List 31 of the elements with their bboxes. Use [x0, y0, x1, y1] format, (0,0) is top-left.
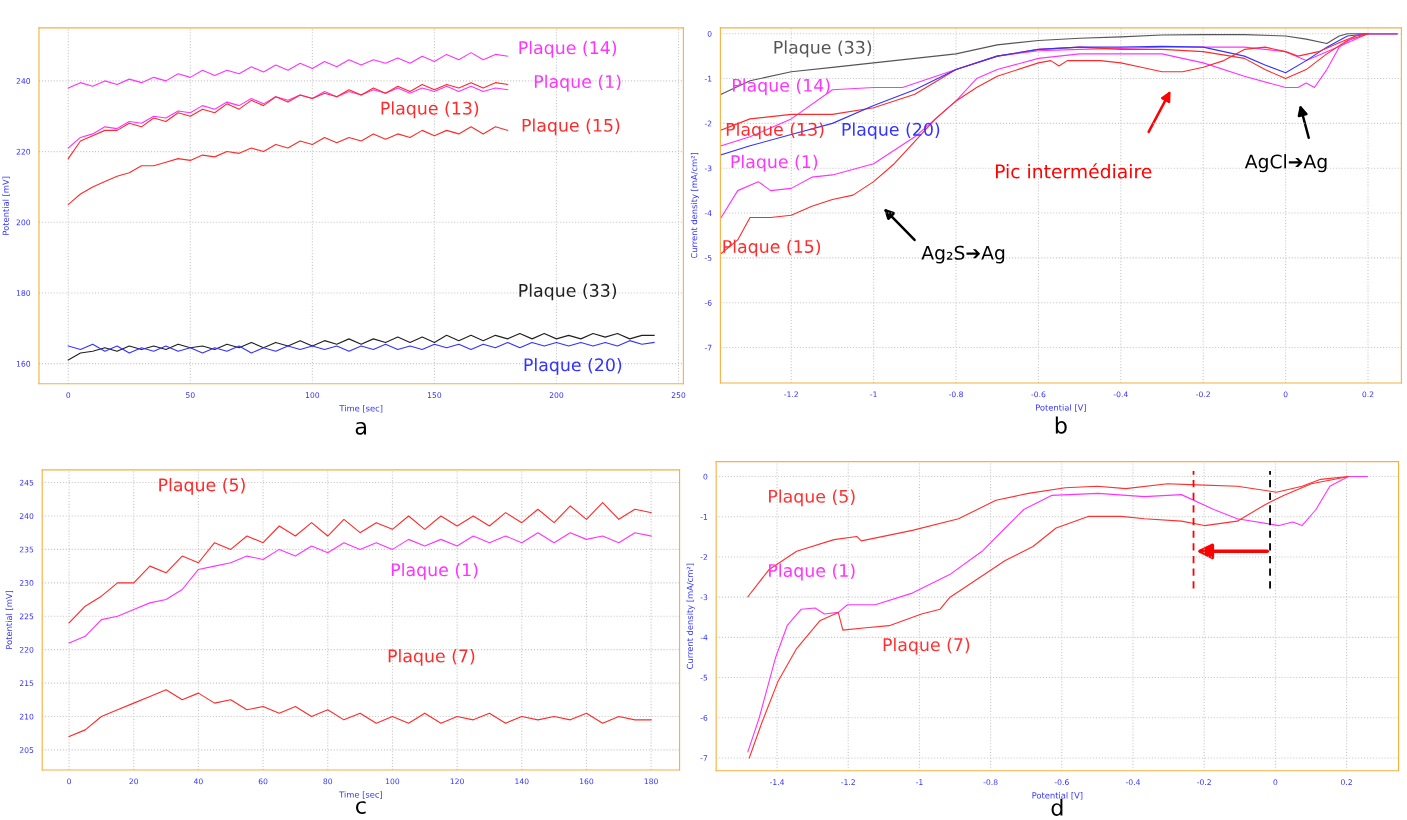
series-label: Plaque (14)	[519, 40, 617, 58]
series-label: Plaque (1)	[391, 562, 478, 580]
text: b	[1055, 416, 1067, 434]
series-label: Plaque (7)	[883, 637, 970, 655]
series-label: Plaque (13)	[381, 101, 479, 119]
series-label: Plaque (33)	[519, 283, 617, 301]
x-axis-title: Potential [V]	[1032, 792, 1083, 800]
annotation: AgCl➔Ag	[1244, 154, 1327, 173]
x-axis-title: Time [sec]	[339, 791, 382, 799]
y-axis-title: Current density [mA/cm²]	[686, 563, 695, 669]
annotation: Pic intermédiaire	[995, 163, 1152, 179]
series-label: Plaque (20)	[524, 357, 622, 375]
text: c	[356, 801, 366, 814]
series-label: Plaque (33)	[774, 40, 872, 58]
series-label: Plaque (5)	[769, 489, 855, 507]
text: a	[355, 421, 366, 435]
series-label: Plaque (15)	[723, 239, 821, 257]
text: Plaque (5)	[159, 477, 245, 495]
x-axis-title: Time [sec]	[339, 405, 383, 413]
y-axis-title: Potential [mV]	[2, 176, 10, 235]
series-label: Plaque (1)	[534, 74, 621, 92]
y-axis-title: Potential [mV]	[5, 590, 14, 649]
annotation: Ag₂S➔Ag	[921, 245, 1005, 264]
series-label: Plaque (15)	[522, 118, 620, 136]
y-axis-title: Current density [mA/cm²]	[690, 152, 699, 259]
x-axis-title: Potential [V]	[1036, 404, 1086, 412]
series-label: Plaque (1)	[769, 563, 855, 581]
series-label: Plaque (1)	[731, 154, 818, 172]
series-label: Plaque (14)	[732, 78, 830, 96]
text: d	[1051, 798, 1063, 816]
text: Plaque (7)	[388, 649, 475, 666]
